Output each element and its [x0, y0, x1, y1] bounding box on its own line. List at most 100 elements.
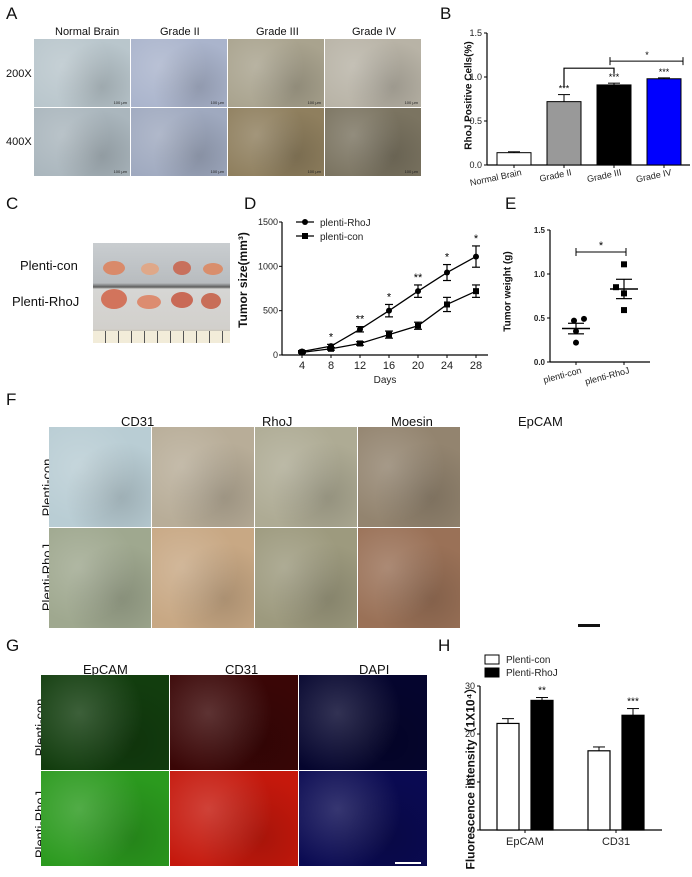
panel-h-ylabel: Fluorescence intensity（1X10⁴） — [463, 681, 478, 870]
panel-g-col-dapi: DAPI — [359, 662, 390, 677]
panel-f-tile-plenti-con-epcam — [358, 427, 460, 527]
svg-text:*: * — [474, 233, 479, 245]
panel-g-tile-plenti-con-epcam — [41, 675, 169, 770]
panel-a-tile-400x-normal-brain: 100 μm — [34, 108, 130, 176]
svg-text:0.0: 0.0 — [534, 358, 546, 367]
panel-a-tile-200x-normal-brain: 100 μm — [34, 39, 130, 107]
panel-a-tile-400x-grade-ii: 100 μm — [131, 108, 227, 176]
panel-c-letter: C — [6, 194, 19, 213]
panel-a-col-grade-iii: Grade III — [256, 26, 299, 38]
panel-f-tile-plenti-con-rhoj — [152, 427, 254, 527]
panel-g-col-epcam: EpCAM — [83, 662, 128, 677]
svg-text:500: 500 — [263, 306, 278, 316]
svg-text:1.5: 1.5 — [534, 226, 546, 235]
scale-bar-label: 100 μm — [113, 169, 127, 174]
svg-text:28: 28 — [470, 360, 482, 372]
svg-text:*: * — [445, 252, 450, 264]
svg-text:0.5: 0.5 — [469, 116, 482, 126]
svg-text:***: *** — [627, 697, 639, 708]
svg-text:*: * — [329, 331, 334, 343]
svg-text:1.0: 1.0 — [469, 72, 482, 82]
svg-text:***: *** — [659, 67, 670, 77]
svg-text:0.0: 0.0 — [469, 160, 482, 170]
svg-text:1.5: 1.5 — [469, 28, 482, 38]
panel-f-scale-bar — [578, 624, 600, 627]
scale-bar-label: 100 μm — [113, 100, 127, 105]
svg-text:8: 8 — [328, 360, 334, 372]
svg-text:CD31: CD31 — [602, 836, 630, 848]
svg-text:plenti-RhoJ: plenti-RhoJ — [584, 365, 631, 386]
svg-text:**: ** — [414, 272, 423, 284]
svg-text:20: 20 — [465, 729, 475, 739]
svg-text:4: 4 — [299, 360, 305, 372]
svg-text:30: 30 — [465, 681, 475, 691]
panel-f-col-rhoj: RhoJ — [262, 414, 293, 429]
panel-b-ylabel: RhoJ Positive Cells(%) — [463, 41, 475, 150]
panel-a-tile-400x-grade-iii: 100 μm — [228, 108, 324, 176]
panel-c-row-plenti-con: Plenti-con — [20, 258, 78, 273]
panel-f-col-epcam: EpCAM — [518, 414, 563, 429]
panel-f-letter: F — [6, 390, 17, 409]
panel-f-tile-plenti-rhoj-rhoj — [152, 528, 254, 628]
svg-text:*: * — [387, 291, 392, 303]
panel-g-scale-bar — [395, 862, 421, 864]
panel-a-col-grade-ii: Grade II — [160, 26, 200, 38]
panel-f-tile-plenti-con-moesin — [255, 427, 357, 527]
panel-e-letter: E — [505, 194, 517, 213]
svg-text:0: 0 — [470, 825, 475, 835]
panel-a-col-grade-iv: Grade IV — [352, 26, 397, 38]
panel-f-col-cd31: CD31 — [121, 414, 155, 429]
scale-bar-label: 100 μm — [210, 169, 224, 174]
panel-a-tile-200x-grade-iii: 100 μm — [228, 39, 324, 107]
svg-text:12: 12 — [354, 360, 366, 372]
svg-text:1000: 1000 — [258, 261, 278, 271]
panel-g-tile-plenti-con-dapi — [299, 675, 427, 770]
svg-text:**: ** — [538, 686, 546, 697]
panel-f-tile-plenti-rhoj-cd31 — [49, 528, 151, 628]
svg-text:10: 10 — [465, 777, 475, 787]
scale-bar-label: 100 μm — [307, 100, 321, 105]
panel-g-letter: G — [6, 636, 20, 655]
svg-text:16: 16 — [383, 360, 395, 372]
panel-h-letter: H — [438, 636, 451, 655]
panel-g-tile-plenti-rhoj-epcam — [41, 771, 169, 866]
panel-g-tile-plenti-con-cd31 — [170, 675, 298, 770]
panel-g-tile-plenti-rhoj-cd31 — [170, 771, 298, 866]
panel-a-col-normal-brain: Normal Brain — [55, 26, 120, 38]
panel-f-tile-plenti-rhoj-epcam — [358, 528, 460, 628]
svg-text:**: ** — [356, 314, 365, 326]
panel-d-ylabel: Tumor size(mm³) — [236, 232, 250, 328]
svg-text:0: 0 — [273, 350, 278, 360]
svg-text:*: * — [645, 50, 649, 60]
svg-text:Plenti-con: Plenti-con — [506, 655, 550, 666]
svg-text:Plenti-RhoJ: Plenti-RhoJ — [506, 668, 558, 679]
panel-g-col-cd31: CD31 — [225, 662, 259, 677]
svg-text:plenti-con: plenti-con — [320, 232, 363, 243]
panel-f-tile-plenti-con-cd31 — [49, 427, 151, 527]
scale-bar-label: 100 μm — [404, 100, 418, 105]
panel-h-bar-chart: 0 10 20 30 ** EpCAM *** CD31 Plenti-con Plenti-Rh… — [465, 654, 662, 848]
panel-f-col-moesin: Moesin — [391, 414, 433, 429]
panel-c-tumor-photo — [93, 243, 230, 343]
svg-text:EpCAM: EpCAM — [506, 836, 544, 848]
panel-a-letter: A — [6, 4, 18, 23]
scale-bar-label: 100 μm — [210, 100, 224, 105]
panel-e-scatter-chart: 0.0 0.5 1.0 1.5 plenti-con plenti-RhoJ * — [534, 226, 650, 387]
svg-text:plenti-RhoJ: plenti-RhoJ — [320, 218, 371, 229]
scale-bar-label: 100 μm — [404, 169, 418, 174]
panel-b-letter: B — [440, 4, 452, 23]
panel-d-letter: D — [244, 194, 257, 213]
panel-a-tile-400x-grade-iv: 100 μm — [325, 108, 421, 176]
svg-text:0.5: 0.5 — [534, 314, 546, 323]
panel-a-tile-200x-grade-ii: 100 μm — [131, 39, 227, 107]
svg-text:***: *** — [609, 72, 620, 82]
panel-a-row-200x: 200X — [6, 68, 32, 80]
scale-bar-label: 100 μm — [307, 169, 321, 174]
svg-text:20: 20 — [412, 360, 424, 372]
svg-text:1.0: 1.0 — [534, 270, 546, 279]
svg-text:***: *** — [559, 84, 570, 94]
panel-a-tile-200x-grade-iv: 100 μm — [325, 39, 421, 107]
panel-g-tile-plenti-rhoj-dapi — [299, 771, 427, 866]
